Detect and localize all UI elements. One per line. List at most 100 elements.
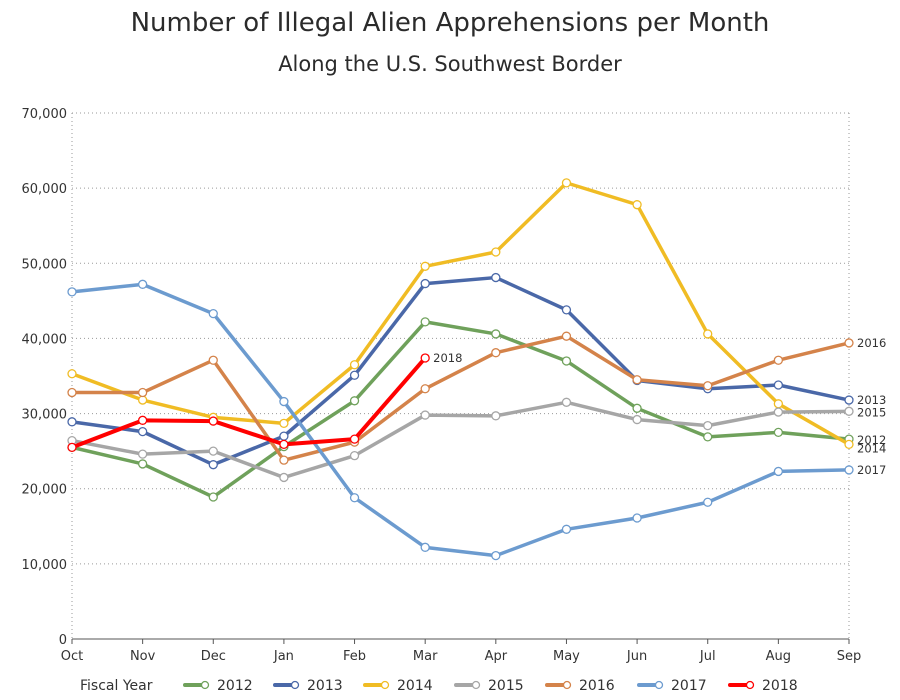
chart-title: Number of Illegal Alien Apprehensions pe… — [130, 8, 770, 38]
x-tick-label: Jan — [273, 649, 294, 664]
data-point-2012 — [349, 396, 360, 406]
end-label-2016: 2016 — [857, 336, 886, 350]
legend-marker-2013 — [290, 680, 300, 690]
end-label-2012: 2012 — [857, 433, 886, 447]
data-point-2015 — [844, 406, 854, 416]
data-point-2013 — [844, 395, 854, 405]
data-point-2016 — [773, 355, 784, 365]
end-label-2013: 2013 — [857, 393, 886, 407]
y-tick-label: 0 — [59, 633, 67, 648]
legend-item-2018: 2018 — [728, 678, 798, 694]
data-point-2014 — [491, 247, 501, 257]
data-point-2012 — [491, 329, 501, 339]
y-tick-label: 70,000 — [22, 107, 68, 122]
data-point-2017 — [137, 279, 148, 289]
data-point-2013 — [137, 426, 148, 437]
legend-marker-2017 — [654, 680, 664, 690]
data-point-2014 — [844, 439, 854, 450]
series-line-2015 — [70, 400, 851, 480]
data-point-2017 — [279, 396, 289, 407]
data-point-2018 — [279, 439, 289, 450]
end-label-2014: 2014 — [857, 441, 886, 455]
data-point-2016 — [208, 355, 218, 365]
data-point-2015 — [137, 449, 148, 459]
data-point-2015 — [632, 414, 642, 425]
data-point-2012 — [420, 317, 430, 327]
data-point-2014 — [349, 360, 360, 370]
x-tick-label: Apr — [485, 649, 508, 664]
y-tick-label: 20,000 — [22, 483, 68, 498]
x-tick-label: Dec — [201, 649, 226, 664]
data-point-2013 — [67, 417, 77, 427]
legend-marker-2016 — [562, 680, 572, 690]
data-point-2015 — [491, 411, 501, 421]
data-point-2016 — [561, 331, 572, 341]
legend-label-2016: 2016 — [579, 678, 615, 694]
data-point-2015 — [420, 410, 430, 420]
legend: Fiscal Year 2012 2013 2014 2015 2016 2017 2018 — [80, 678, 798, 694]
y-tick-label: 10,000 — [22, 558, 68, 573]
data-point-2015 — [561, 397, 572, 407]
data-point-2013 — [279, 431, 289, 441]
end-labels: 2012 2013 2014 2015 2016 2017 2018 — [433, 336, 886, 477]
data-point-2017 — [773, 466, 784, 477]
data-point-2013 — [208, 460, 218, 470]
data-point-2012 — [703, 432, 713, 442]
data-point-2014 — [632, 200, 642, 210]
legend-marker-2012 — [200, 680, 210, 690]
data-point-2012 — [773, 427, 784, 438]
data-point-2015 — [773, 407, 784, 417]
y-tick-label: 30,000 — [22, 408, 68, 423]
data-point-2017 — [349, 493, 360, 503]
data-point-2012 — [137, 459, 148, 469]
end-label-2015: 2015 — [857, 405, 886, 419]
data-point-2017 — [561, 524, 572, 534]
legend-label-2015: 2015 — [488, 678, 524, 694]
legend-marker-2018 — [745, 680, 755, 690]
data-point-2014 — [137, 395, 148, 405]
data-point-2017 — [420, 542, 430, 552]
data-point-2014 — [420, 261, 430, 271]
x-tick-label: May — [553, 649, 580, 664]
data-point-2013 — [561, 305, 572, 315]
series-2017 — [67, 279, 854, 561]
legend-label-2017: 2017 — [671, 678, 707, 694]
series-line-2014 — [70, 181, 851, 447]
data-point-2012 — [208, 492, 218, 502]
legend-item-2014: 2014 — [363, 678, 433, 694]
x-tick-label: Jun — [626, 649, 647, 664]
data-point-2018 — [208, 416, 218, 426]
y-tick-label: 50,000 — [22, 257, 68, 272]
data-point-2018 — [349, 434, 360, 444]
legend-item-2016: 2016 — [545, 678, 615, 694]
data-point-2012 — [632, 403, 642, 413]
series-2014 — [67, 178, 854, 450]
x-tick-label: Feb — [343, 649, 366, 664]
legend-label-2018: 2018 — [762, 678, 798, 694]
data-point-2017 — [208, 308, 218, 319]
series-line-2018 — [70, 355, 428, 450]
series-line-2017 — [70, 282, 851, 558]
data-point-2016 — [703, 381, 713, 391]
data-point-2013 — [773, 380, 784, 390]
legend-item-2015: 2015 — [454, 678, 524, 694]
x-tick-label: Sep — [837, 649, 862, 664]
data-point-2016 — [137, 387, 148, 398]
x-tick-label: Jul — [699, 649, 716, 664]
data-point-2016 — [491, 348, 501, 358]
data-point-2016 — [279, 455, 289, 465]
legend-title: Fiscal Year — [80, 678, 153, 694]
data-point-2014 — [67, 369, 77, 379]
end-label-2017: 2017 — [857, 463, 886, 477]
series-lines — [67, 178, 854, 561]
chart-subtitle: Along the U.S. Southwest Border — [278, 52, 622, 76]
legend-item-2013: 2013 — [273, 678, 343, 694]
legend-label-2014: 2014 — [397, 678, 433, 694]
legend-marker-2014 — [380, 680, 390, 690]
data-point-2014 — [561, 178, 572, 188]
data-point-2017 — [844, 465, 854, 475]
axes: 0 10,000 20,000 30,000 40,000 50,000 60,000 70,… — [22, 107, 862, 664]
data-point-2018 — [67, 442, 77, 453]
data-point-2015 — [279, 472, 289, 483]
legend-item-2017: 2017 — [637, 678, 707, 694]
